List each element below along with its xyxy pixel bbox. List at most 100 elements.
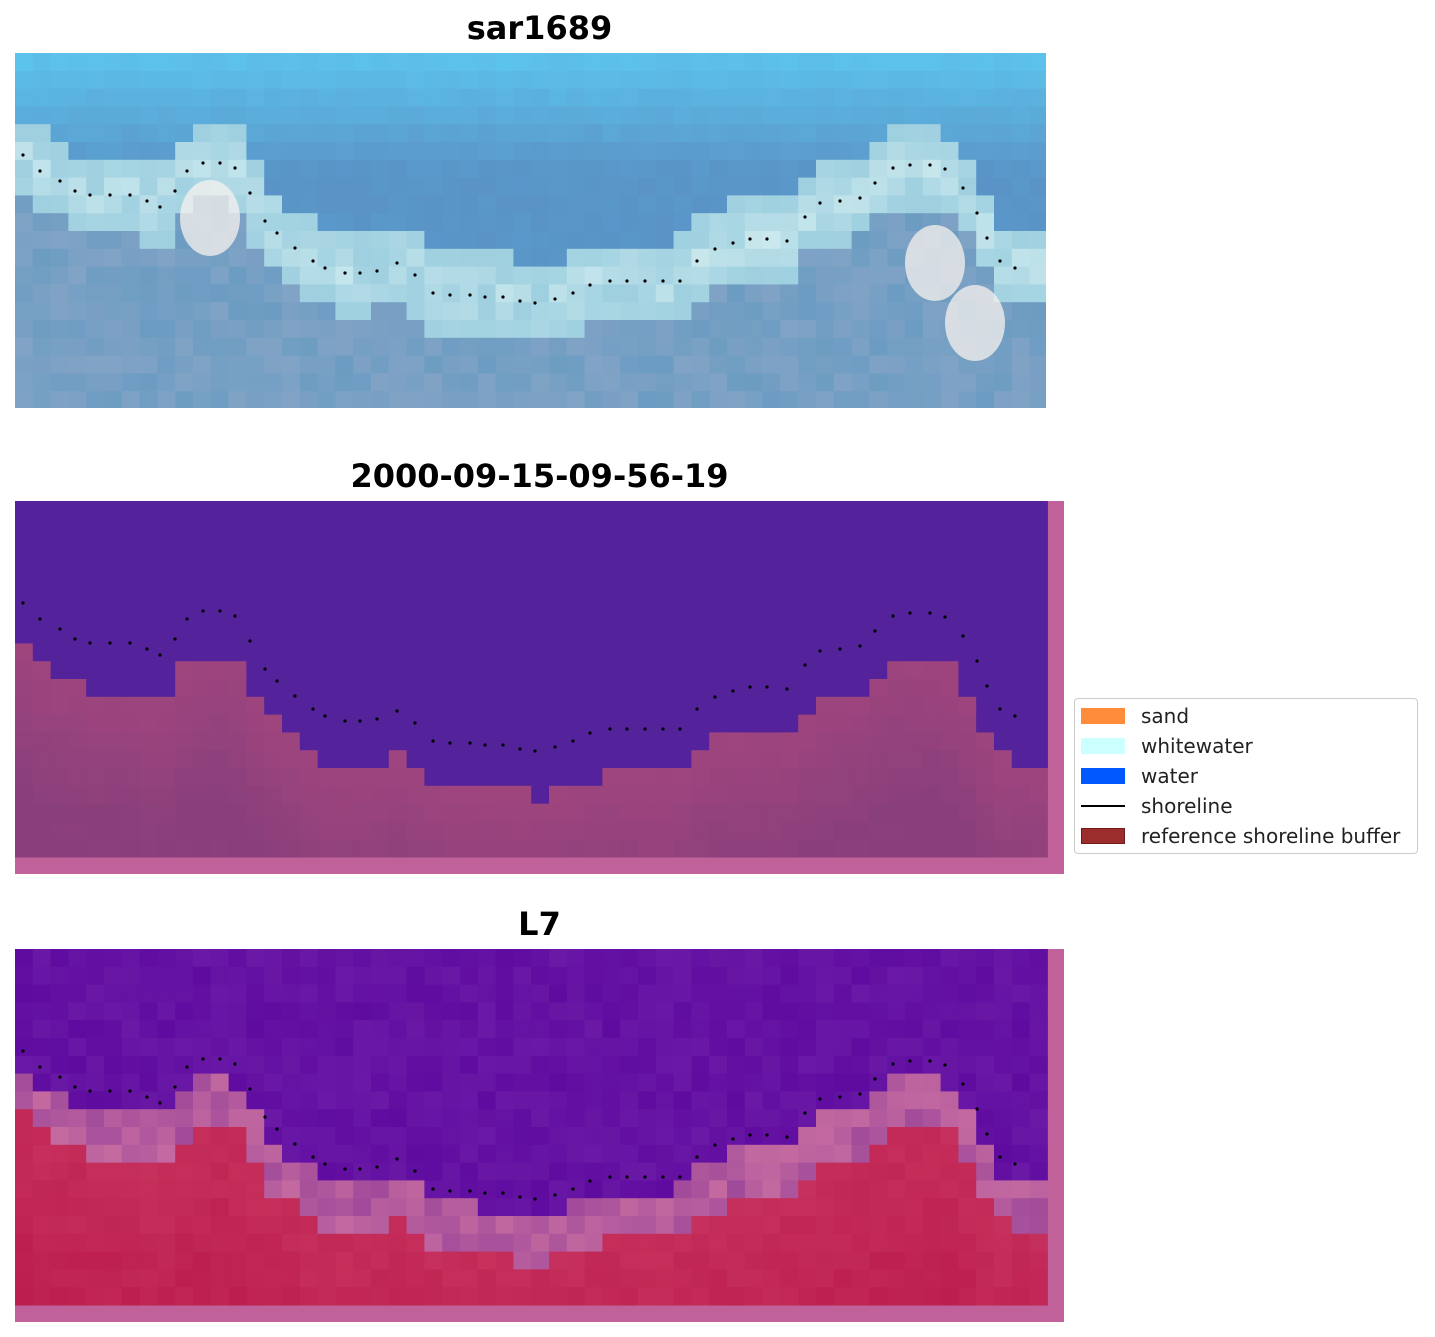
pixel (780, 337, 799, 357)
pixel (762, 266, 781, 285)
pixel (673, 554, 692, 573)
pixel (371, 1216, 390, 1235)
pixel (1011, 142, 1031, 161)
pixel (157, 1091, 176, 1110)
pixel (121, 142, 141, 161)
pixel (388, 373, 408, 392)
pixel (673, 1127, 692, 1146)
pixel (869, 984, 888, 1003)
pixel (104, 1002, 123, 1021)
pixel (549, 821, 568, 840)
pixel (673, 124, 692, 143)
shoreline-point (785, 1135, 789, 1139)
pixel (602, 231, 621, 250)
pixel (602, 590, 621, 609)
pixel (602, 266, 621, 285)
pixel (851, 1144, 870, 1164)
pixel (620, 536, 639, 555)
pixel (816, 159, 835, 179)
pixel (638, 590, 657, 609)
pixel (477, 661, 497, 680)
pixel (175, 1002, 194, 1021)
shoreline-point (185, 617, 189, 621)
pixel (869, 679, 888, 698)
pixel (495, 142, 514, 161)
pixel (50, 821, 69, 840)
pixel (317, 750, 336, 769)
shoreline-point (375, 1165, 379, 1169)
pixel (727, 572, 746, 591)
pixel (940, 53, 959, 72)
pixel (531, 391, 550, 408)
pixel (584, 355, 603, 374)
pixel (1011, 177, 1031, 196)
pixel (15, 231, 34, 250)
pixel (228, 1287, 247, 1306)
pixel (210, 88, 230, 107)
pixel (175, 337, 194, 357)
pixel (780, 373, 799, 392)
pixel (798, 1233, 817, 1253)
pixel (317, 1180, 336, 1199)
pixel (905, 984, 924, 1003)
pixel (495, 391, 514, 408)
pixel (869, 355, 888, 374)
pixel (566, 501, 586, 520)
pixel (175, 607, 194, 627)
shoreline-point (293, 246, 297, 250)
pixel (210, 70, 230, 90)
pixel (68, 320, 87, 339)
pixel (1011, 966, 1031, 986)
pixel (709, 1091, 728, 1110)
pixel (282, 1162, 301, 1181)
pixel (175, 248, 194, 268)
pixel (638, 195, 657, 214)
pixel (655, 124, 675, 143)
pixel (68, 1180, 87, 1199)
pixel (549, 1144, 568, 1164)
pixel (86, 750, 105, 769)
pixel (424, 355, 443, 374)
pixel (673, 643, 692, 662)
pixel (780, 391, 799, 408)
pixel (513, 625, 532, 644)
pixel (1011, 501, 1031, 520)
pixel (1011, 572, 1031, 591)
pixel (798, 70, 817, 90)
pixel (1011, 518, 1031, 538)
pixel (780, 554, 799, 573)
pixel (780, 53, 799, 72)
pixel (780, 984, 799, 1003)
shoreline-point (233, 614, 237, 618)
pixel (157, 177, 176, 196)
pixel (353, 391, 372, 408)
pixel (513, 1091, 532, 1110)
pixel (655, 1073, 675, 1092)
pixel (709, 70, 728, 90)
pixel (477, 106, 497, 125)
pixel (317, 732, 336, 751)
pixel (299, 1073, 319, 1092)
pixel (246, 1002, 265, 1021)
pixel (798, 266, 817, 285)
pixel (549, 106, 568, 125)
pixel (584, 1287, 603, 1306)
pixel (869, 750, 888, 769)
pixel (727, 949, 746, 968)
pixel (940, 1038, 959, 1057)
pixel (193, 839, 212, 858)
pixel (335, 536, 354, 555)
pixel (655, 302, 675, 321)
pixel (495, 88, 514, 107)
pixel (299, 696, 319, 716)
pixel (264, 177, 283, 196)
pixel (442, 518, 461, 538)
pixel (139, 124, 158, 143)
pixel (833, 266, 853, 285)
pixel (566, 1002, 586, 1021)
pixel (264, 966, 283, 986)
pixel (869, 966, 888, 986)
pixel (922, 839, 942, 858)
pixel (851, 1091, 870, 1110)
pixel (922, 1251, 942, 1270)
